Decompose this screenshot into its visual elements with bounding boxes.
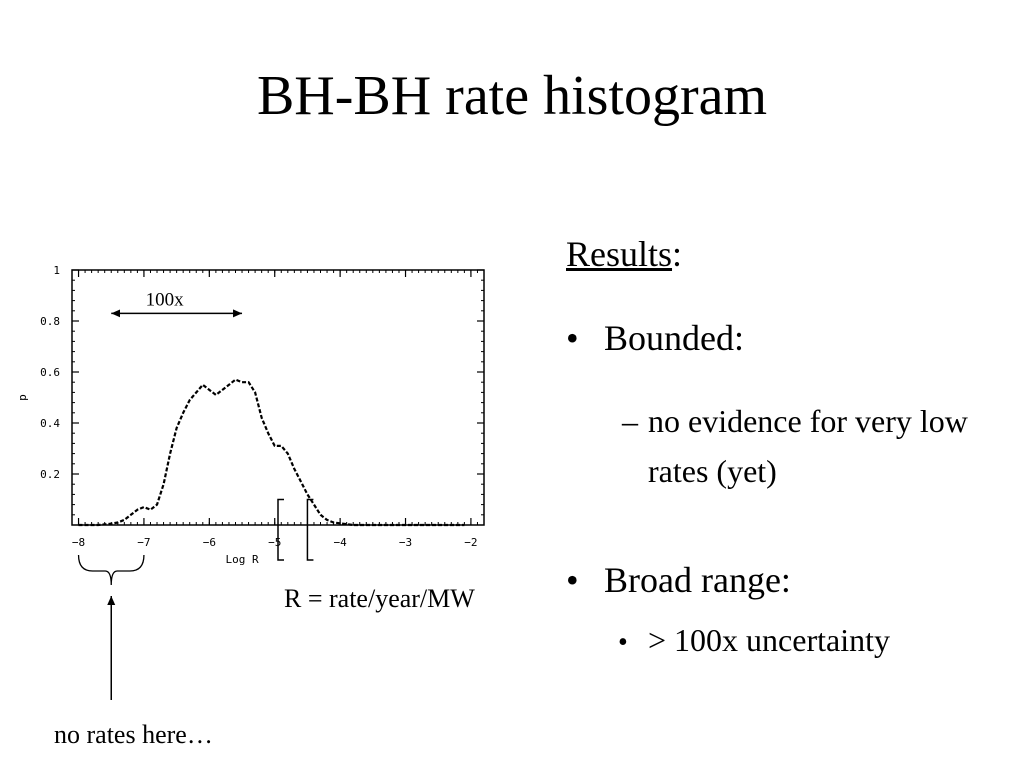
sub-bullet-uncertainty: • > 100x uncertainty [618, 624, 890, 657]
no-rates-label: no rates here… [54, 720, 213, 749]
results-heading-text: Results [566, 234, 673, 274]
y-tick-label: 0.2 [40, 468, 60, 481]
sub-bullet-marker: – [622, 403, 638, 439]
bracket-open [306, 498, 314, 561]
bullet-broad-range: • Broad range: [566, 562, 791, 598]
x-tick-label: −2 [464, 536, 477, 549]
bracket-closed [277, 498, 284, 561]
sub-bullet-text: > 100x uncertainty [648, 622, 890, 658]
x-tick-label: −8 [72, 536, 85, 549]
results-heading-colon: : [672, 234, 683, 274]
sub-bullet-marker: • [618, 627, 628, 658]
r-definition-label: R = rate/year/MW [284, 584, 475, 613]
slide-title: BH-BH rate histogram [256, 65, 768, 127]
x-tick-label: −7 [137, 536, 150, 549]
x-tick-label: −3 [399, 536, 412, 549]
results-heading: Results: [566, 236, 682, 272]
plot-frame [71, 269, 485, 526]
x-tick-label: −6 [203, 536, 216, 549]
span-label: 100x [146, 289, 185, 310]
bullet-bounded: • Bounded: [566, 320, 744, 356]
x-tick-label: −4 [334, 536, 348, 549]
y-tick-label: 0.8 [40, 315, 60, 328]
bullet-marker: • [566, 318, 579, 358]
bullet-marker: • [566, 560, 579, 600]
y-axis-label: p [16, 394, 29, 401]
y-tick-label: 1 [53, 264, 60, 277]
x-axis-label: Log R [225, 553, 258, 566]
bullet-text: Bounded: [604, 318, 744, 358]
y-tick-label: 0.6 [40, 366, 60, 379]
bullet-text: Broad range: [604, 560, 791, 600]
sub-bullet-text: no evidence for very low rates (yet) [648, 403, 968, 489]
x-tick-label: −5 [268, 536, 281, 549]
y-tick-label: 0.4 [40, 417, 60, 430]
brace-no-rates [77, 554, 145, 586]
histogram-line [78, 378, 465, 527]
